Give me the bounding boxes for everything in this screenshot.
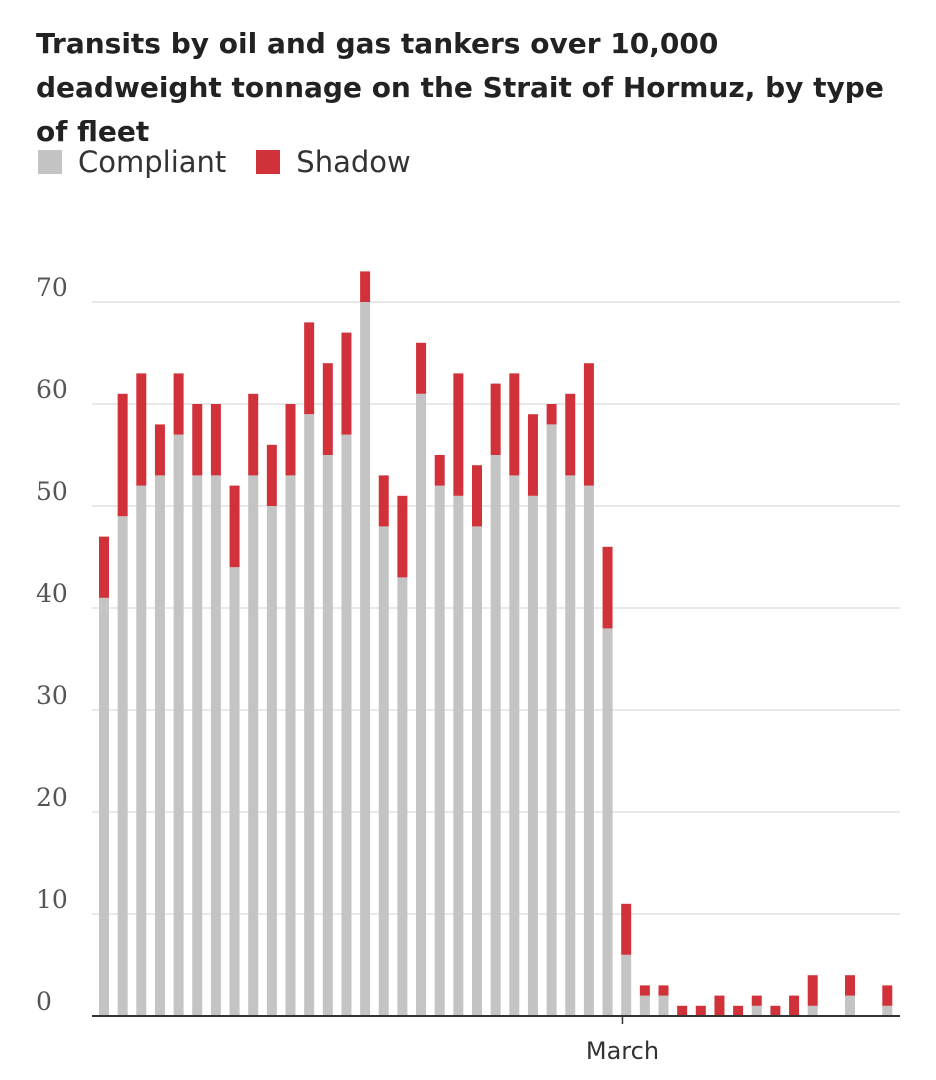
bar-compliant-6 [192, 475, 203, 1016]
bar-shadow-28 [602, 546, 613, 629]
bar-compliant-26 [565, 475, 576, 1016]
bar-compliant-22 [490, 455, 501, 1016]
bar-compliant-16 [378, 526, 389, 1016]
bar-compliant-8 [229, 567, 240, 1016]
bar-compliant-29 [621, 954, 632, 1016]
bar-shadow-29 [621, 903, 632, 955]
chart-title: Transits by oil and gas tankers over 10,… [36, 27, 884, 148]
bar-compliant-27 [583, 485, 594, 1017]
bar-shadow-37 [770, 1005, 781, 1016]
bar-shadow-7 [210, 404, 221, 476]
bar-shadow-25 [546, 404, 557, 425]
legend-item-shadow: Shadow [256, 145, 411, 179]
chart-legend: Compliant Shadow [38, 142, 441, 182]
bar-compliant-14 [341, 434, 352, 1017]
bar-compliant-18 [416, 393, 427, 1016]
bar-shadow-5 [173, 373, 184, 435]
bar-shadow-12 [304, 322, 315, 415]
bar-compliant-7 [210, 475, 221, 1016]
legend-swatch-compliant [38, 150, 62, 174]
bar-compliant-10 [266, 506, 277, 1016]
bar-shadow-36 [751, 995, 762, 1006]
bar-shadow-21 [472, 465, 482, 527]
bar-shadow-3 [136, 373, 147, 486]
y-tick-label-30: 30 [36, 681, 68, 710]
bar-shadow-13 [322, 363, 333, 455]
axes: 0 10 20 30 40 50 60 70 March [36, 273, 900, 1065]
bar-shadow-34 [714, 995, 725, 1016]
bar-compliant-2 [117, 516, 128, 1016]
bar-shadow-22 [490, 383, 501, 455]
bar-shadow-17 [397, 495, 408, 578]
bar-shadow-43 [882, 985, 893, 1006]
legend-item-compliant: Compliant [38, 145, 226, 179]
bar-compliant-28 [602, 628, 613, 1016]
bar-shadow-15 [360, 271, 371, 302]
bar-shadow-33 [695, 1005, 706, 1016]
y-tick-label-40: 40 [36, 579, 68, 608]
y-tick-label-20: 20 [36, 783, 68, 812]
bar-shadow-39 [807, 975, 818, 1006]
bar-compliant-36 [751, 1005, 762, 1016]
bar-shadow-11 [285, 404, 296, 476]
bar-shadow-24 [527, 414, 538, 496]
bar-shadow-16 [378, 475, 389, 527]
bar-compliant-3 [136, 485, 147, 1017]
bar-compliant-23 [509, 475, 520, 1016]
bar-compliant-12 [304, 414, 315, 1016]
bar-shadow-4 [154, 424, 165, 476]
bar-compliant-41 [845, 995, 855, 1016]
bar-shadow-6 [192, 404, 203, 476]
bar-shadow-38 [789, 995, 800, 1016]
bar-shadow-30 [639, 985, 650, 996]
bar-shadow-32 [677, 1005, 688, 1016]
bar-shadow-18 [416, 342, 427, 394]
bar-compliant-17 [397, 577, 408, 1016]
legend-swatch-shadow [256, 150, 281, 174]
x-tick-label-march: March [586, 1037, 659, 1065]
legend-label-compliant: Compliant [78, 145, 227, 179]
bar-shadow-26 [565, 393, 576, 476]
y-tick-label-0: 0 [36, 987, 52, 1016]
bar-compliant-43 [882, 1005, 893, 1016]
bar-shadow-8 [229, 485, 240, 568]
bar-shadow-19 [434, 455, 445, 486]
bar-compliant-15 [360, 302, 371, 1016]
bar-compliant-24 [527, 495, 538, 1016]
bar-compliant-30 [639, 995, 650, 1016]
y-tick-label-10: 10 [36, 885, 68, 914]
bar-compliant-19 [434, 485, 445, 1017]
bar-compliant-25 [546, 424, 557, 1016]
bar-shadow-14 [341, 332, 352, 435]
legend-label-shadow: Shadow [296, 145, 411, 179]
bar-shadow-41 [845, 975, 855, 996]
bar-compliant-39 [807, 1005, 818, 1016]
bar-compliant-13 [322, 455, 333, 1016]
bar-shadow-20 [453, 373, 464, 496]
bar-compliant-20 [453, 495, 464, 1016]
bar-compliant-11 [285, 475, 296, 1016]
bar-shadow-27 [583, 363, 594, 486]
y-tick-label-50: 50 [36, 477, 68, 506]
bar-compliant-5 [173, 434, 184, 1017]
bar-compliant-4 [154, 475, 165, 1016]
bar-compliant-21 [472, 526, 482, 1016]
bar-shadow-1 [99, 536, 109, 598]
bar-shadow-23 [509, 373, 520, 476]
bar-compliant-1 [99, 597, 109, 1016]
bar-compliant-31 [658, 995, 669, 1016]
bar-shadow-10 [266, 444, 277, 506]
y-tick-label-60: 60 [36, 375, 68, 404]
bar-shadow-31 [658, 985, 669, 996]
bars [99, 271, 893, 1017]
bar-shadow-9 [248, 393, 259, 476]
bar-shadow-2 [117, 393, 128, 517]
y-tick-label-70: 70 [36, 273, 68, 302]
bar-shadow-35 [733, 1005, 744, 1016]
bar-compliant-9 [248, 475, 259, 1016]
